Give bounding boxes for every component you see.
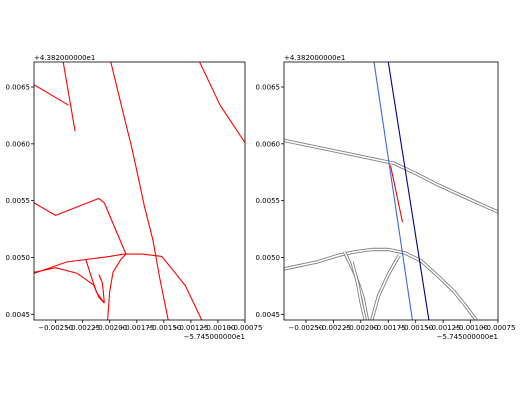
x-tick-label: −0.00075 bbox=[228, 324, 263, 332]
x-tick-label: −0.00200 bbox=[343, 324, 378, 332]
data-line-3 bbox=[199, 62, 245, 144]
left-subplot: −0.00250−0.00225−0.00200−0.00175−0.00150… bbox=[6, 54, 263, 341]
x-tick-label: −0.00125 bbox=[173, 324, 208, 332]
data-line-8 bbox=[98, 274, 105, 304]
left-x-ticks: −0.00250−0.00225−0.00200−0.00175−0.00150… bbox=[38, 320, 262, 332]
data-line-6 bbox=[34, 267, 105, 304]
left-y-offset-label: +4.382000000e1 bbox=[34, 54, 95, 62]
data-line-4 bbox=[34, 197, 127, 255]
x-tick-label: −0.00200 bbox=[92, 324, 127, 332]
x-tick-label: −0.00075 bbox=[481, 324, 516, 332]
left-axes-frame bbox=[33, 61, 246, 321]
x-tick-label: −0.00100 bbox=[453, 324, 488, 332]
right-axes-frame bbox=[283, 61, 499, 321]
right-plot-lines bbox=[284, 62, 498, 320]
y-tick-label: 0.0065 bbox=[256, 84, 281, 92]
y-tick-label: 0.0055 bbox=[256, 197, 281, 205]
x-tick-label: −0.00150 bbox=[146, 324, 181, 332]
data-line-6 bbox=[387, 62, 430, 320]
left-y-ticks: 0.0045 0.0050 0.0055 0.0060 0.0065 bbox=[6, 84, 34, 319]
y-tick-label: 0.0045 bbox=[256, 311, 281, 319]
y-tick-label: 0.0060 bbox=[6, 140, 31, 148]
data-line-0 bbox=[34, 84, 69, 106]
x-tick-label: −0.00250 bbox=[38, 324, 73, 332]
road-line-inner-3 bbox=[351, 261, 366, 320]
right-y-offset-label: +4.382000000e1 bbox=[284, 54, 345, 62]
road-line-outer-4 bbox=[370, 254, 401, 320]
road-line-inner-4 bbox=[371, 254, 400, 320]
y-tick-label: 0.0065 bbox=[6, 84, 31, 92]
x-tick-label: −0.00175 bbox=[119, 324, 154, 332]
y-tick-label: 0.0050 bbox=[256, 254, 281, 262]
right-x-ticks: −0.00250−0.00225−0.00200−0.00175−0.00150… bbox=[289, 320, 516, 332]
data-line-7 bbox=[389, 165, 404, 223]
road-line-inner-1 bbox=[284, 248, 477, 320]
x-tick-label: −0.00225 bbox=[65, 324, 100, 332]
data-line-5 bbox=[373, 62, 413, 320]
x-tick-label: −0.00250 bbox=[289, 324, 324, 332]
right-subplot: −0.00250−0.00225−0.00200−0.00175−0.00150… bbox=[256, 54, 516, 341]
data-line-9 bbox=[107, 253, 127, 320]
x-tick-label: −0.00175 bbox=[371, 324, 406, 332]
x-tick-label: −0.00100 bbox=[201, 324, 236, 332]
data-line-7 bbox=[85, 259, 105, 304]
x-tick-label: −0.00125 bbox=[426, 324, 461, 332]
x-tick-label: −0.00225 bbox=[316, 324, 351, 332]
y-tick-label: 0.0055 bbox=[6, 197, 31, 205]
y-tick-label: 0.0050 bbox=[6, 254, 31, 262]
left-plot-lines bbox=[34, 62, 245, 320]
y-tick-label: 0.0060 bbox=[256, 140, 281, 148]
right-x-offset-label: −5.745000000e1 bbox=[437, 333, 498, 341]
data-line-2 bbox=[110, 62, 169, 320]
data-line-1 bbox=[62, 62, 76, 132]
right-y-ticks: 0.0045 0.0050 0.0055 0.0060 0.0065 bbox=[256, 84, 284, 319]
x-tick-label: −0.00150 bbox=[398, 324, 433, 332]
left-x-offset-label: −5.745000000e1 bbox=[184, 333, 245, 341]
y-tick-label: 0.0045 bbox=[6, 311, 31, 319]
data-line-5 bbox=[34, 253, 203, 320]
